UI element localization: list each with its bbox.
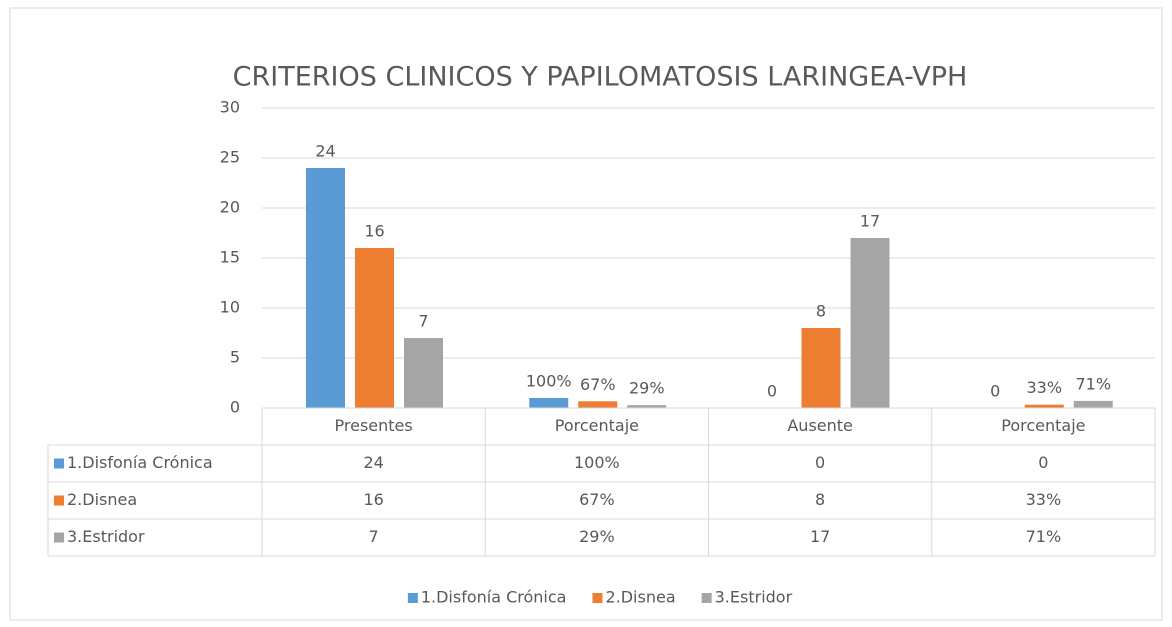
legend-label: 3.Estridor	[715, 588, 793, 607]
table-cell: 8	[815, 490, 825, 509]
data-label: 29%	[629, 379, 665, 398]
table-cell: 0	[1038, 453, 1048, 472]
legend-key	[407, 593, 418, 603]
legend-key	[592, 593, 603, 603]
table-cell: 67%	[579, 490, 615, 509]
table-row-label: 2.Disnea	[67, 490, 137, 509]
data-label: 16	[364, 222, 384, 241]
data-label: 100%	[526, 372, 572, 391]
y-tick-label: 25	[220, 148, 240, 167]
x-tick-label: Presentes	[335, 416, 413, 435]
table-cell: 16	[363, 490, 383, 509]
bar	[529, 398, 569, 408]
table-row-label: 3.Estridor	[67, 527, 145, 546]
table-legend-key	[54, 458, 64, 469]
data-label: 33%	[1026, 378, 1062, 397]
bar	[1024, 404, 1064, 408]
bar	[627, 405, 667, 408]
data-label: 0	[767, 382, 777, 401]
data-label: 24	[315, 142, 335, 161]
table-row-label: 1.Disfonía Crónica	[67, 453, 213, 472]
x-tick-label: Porcentaje	[555, 416, 639, 435]
x-tick-label: Porcentaje	[1001, 416, 1085, 435]
x-tick-label: Ausente	[787, 416, 853, 435]
bar	[801, 328, 841, 408]
bar	[850, 238, 890, 408]
table-legend-key	[54, 495, 64, 506]
bar	[578, 401, 618, 408]
y-tick-label: 5	[230, 348, 240, 367]
legend-key	[701, 593, 712, 603]
data-label: 7	[418, 312, 428, 331]
table-cell: 7	[369, 527, 379, 546]
chart-frame	[9, 7, 1163, 621]
bar	[355, 248, 394, 408]
table-legend-key	[54, 532, 64, 543]
y-tick-label: 0	[230, 398, 240, 417]
y-tick-label: 30	[220, 98, 240, 117]
data-label: 8	[816, 302, 826, 321]
table-cell: 100%	[574, 453, 620, 472]
table-cell: 33%	[1026, 490, 1062, 509]
table-cell: 29%	[579, 527, 615, 546]
data-label: 0	[990, 382, 1000, 401]
chart-title: CRITERIOS CLINICOS Y PAPILOMATOSIS LARIN…	[233, 62, 968, 93]
table-cell: 24	[363, 453, 383, 472]
legend-label: 1.Disfonía Crónica	[421, 588, 567, 607]
table-cell: 71%	[1026, 527, 1062, 546]
y-tick-label: 10	[220, 298, 240, 317]
bar	[306, 168, 345, 408]
table-cell: 0	[815, 453, 825, 472]
data-label: 67%	[580, 375, 616, 394]
y-tick-label: 20	[220, 198, 240, 217]
table-cell: 17	[810, 527, 830, 546]
y-tick-label: 15	[220, 248, 240, 267]
bar	[1073, 400, 1113, 408]
legend-label: 2.Disnea	[605, 588, 675, 607]
data-label: 71%	[1075, 374, 1111, 393]
bar	[404, 338, 443, 408]
data-label: 17	[860, 212, 880, 231]
